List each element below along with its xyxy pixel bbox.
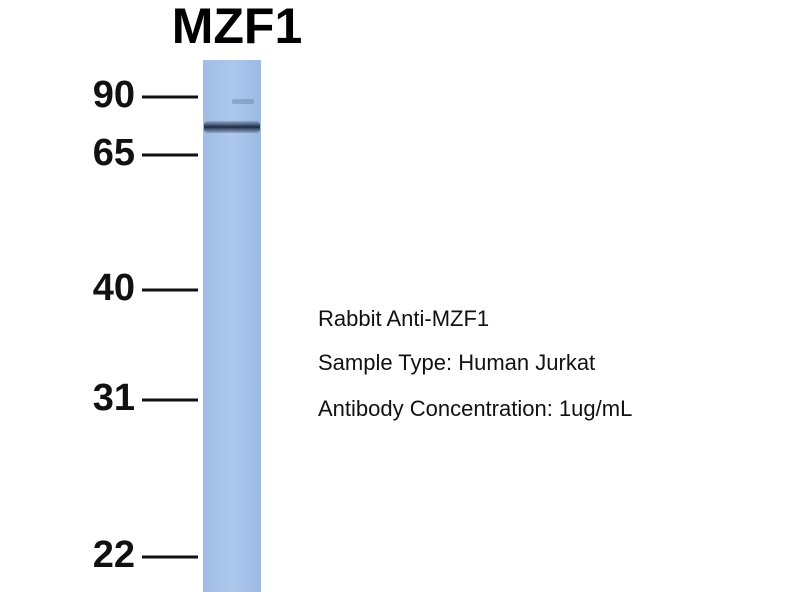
title: MZF1: [172, 0, 303, 54]
band: [204, 121, 260, 133]
note-line: Antibody Concentration: 1ug/mL: [318, 396, 632, 421]
marker-ladder: 90 65 40 31 22: [93, 74, 198, 576]
marker-label: 22: [93, 534, 135, 576]
notes: Rabbit Anti-MZF1 Sample Type: Human Jurka…: [318, 306, 632, 421]
note-line: Sample Type: Human Jurkat: [318, 350, 595, 375]
marker-label: 31: [93, 377, 135, 419]
marker-label: 65: [93, 132, 135, 174]
marker-label: 90: [93, 74, 135, 116]
lane: [203, 60, 261, 592]
faint-band: [232, 99, 254, 104]
note-line: Rabbit Anti-MZF1: [318, 306, 489, 331]
marker-label: 40: [93, 267, 135, 309]
